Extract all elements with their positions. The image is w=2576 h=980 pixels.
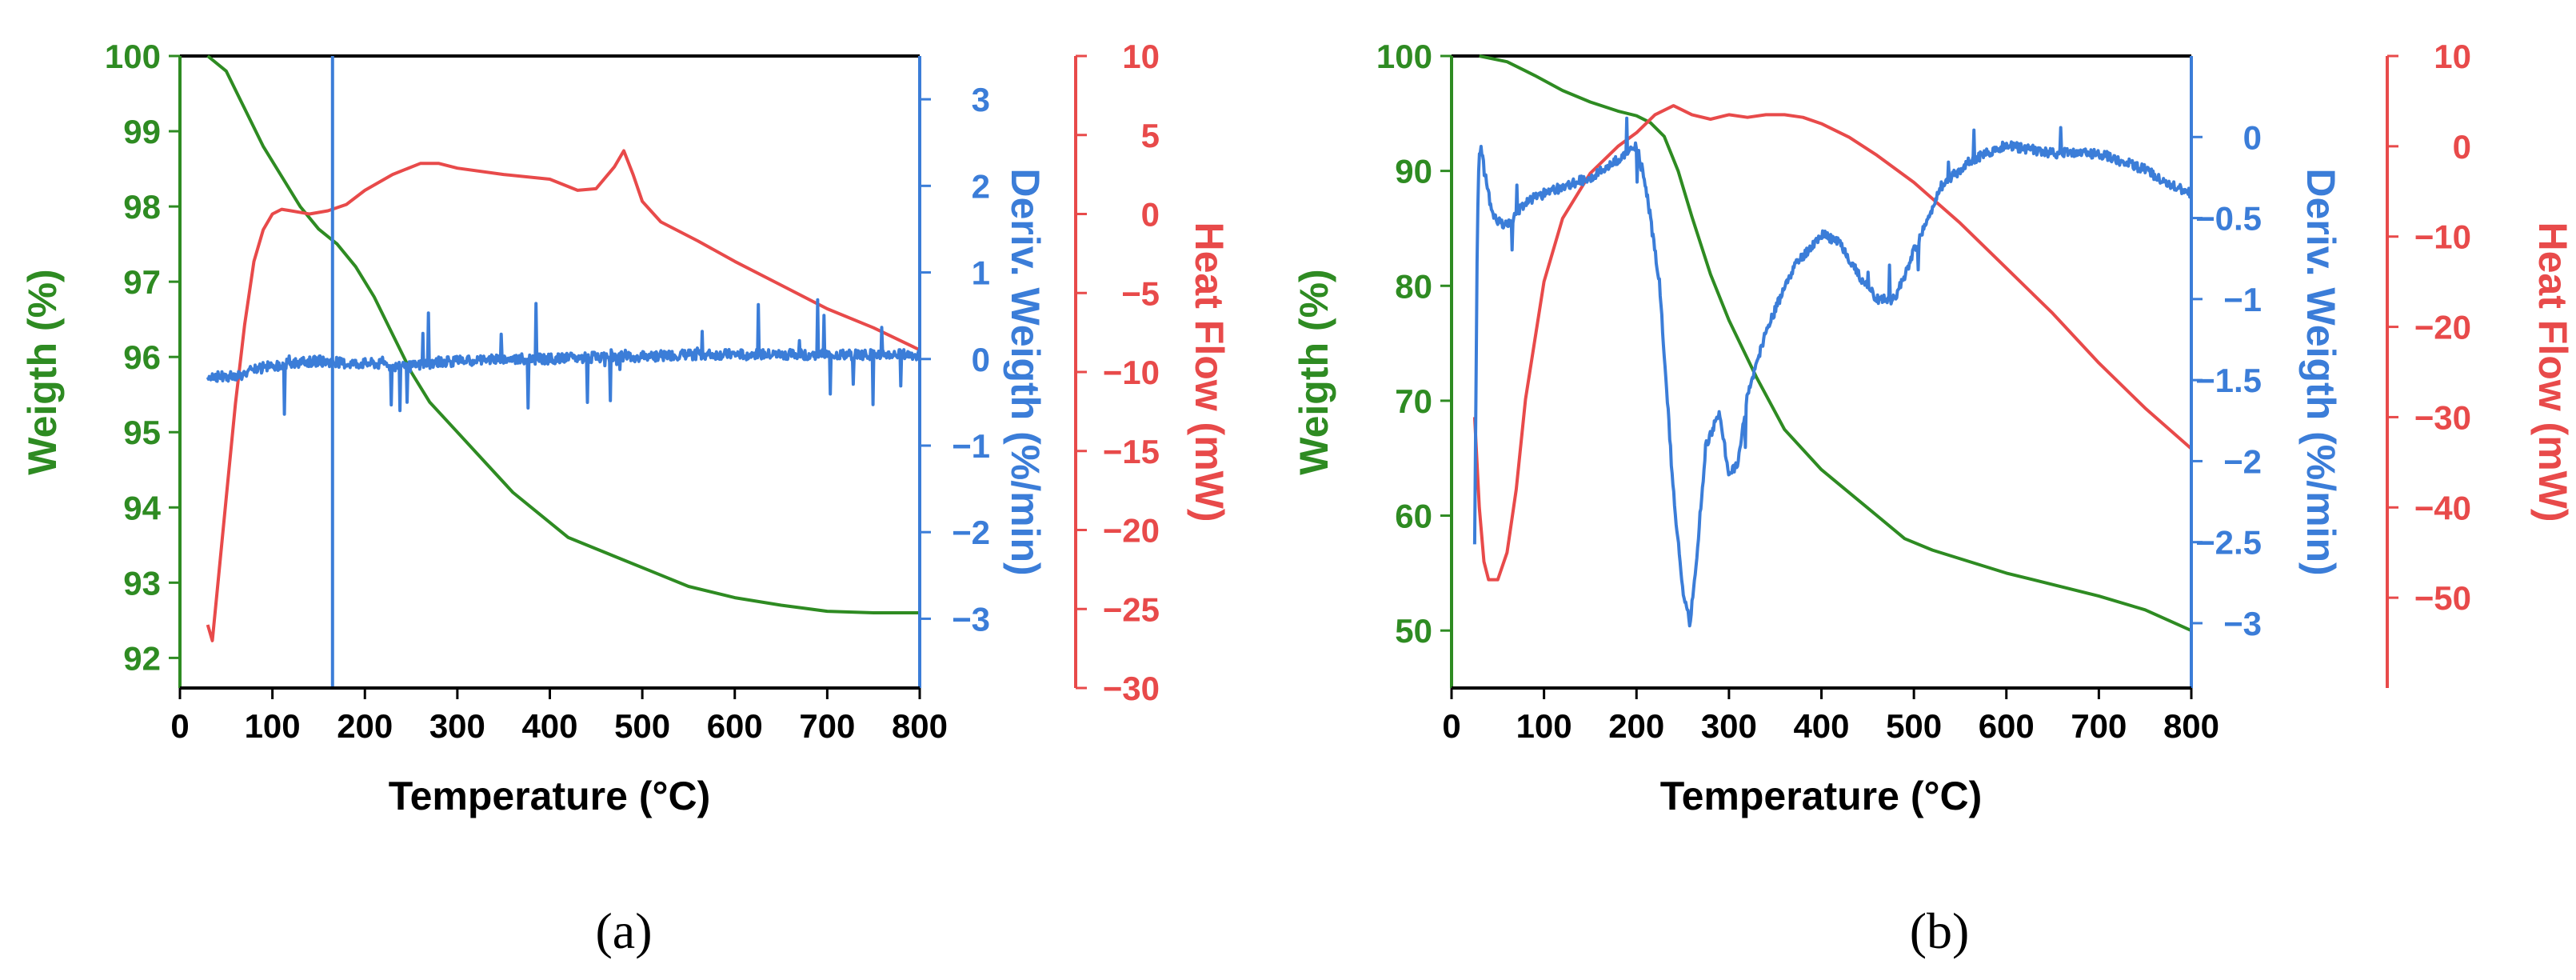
panel-a-heat-tick-label: 0 xyxy=(1141,196,1160,234)
panel-a-heat-axis-title: Heat Flow (mW) xyxy=(1187,222,1232,522)
panel-b-deriv-tick-label: −2.5 xyxy=(2195,524,2262,562)
panel-b-x-tick-label: 200 xyxy=(1608,707,1664,745)
panel-b-weight-tick-label: 70 xyxy=(1395,382,1432,420)
panel-b-chart: 0 100 200 300 400 500 600 700 8005060708090100−3… xyxy=(1292,38,2575,959)
panel-a-deriv-tick-label: −1 xyxy=(952,427,990,465)
panel-a-weight-tick-label: 100 xyxy=(105,38,161,75)
panel-a-chart: 0 100 200 300 400 500 600 700 800929394959697989… xyxy=(20,38,1232,959)
panel-b-x-tick-label: 400 xyxy=(1793,707,1849,745)
panel-a-x-tick-label: 400 xyxy=(521,707,577,745)
panel-b-heat-tick-label: −50 xyxy=(2414,579,2471,617)
panel-a-deriv-tick-label: 3 xyxy=(972,81,990,118)
panel-a-weight-tick-label: 95 xyxy=(123,414,161,451)
panel-b-x-tick-label: 500 xyxy=(1886,707,1942,745)
panel-b-deriv-tick-label: 0 xyxy=(2243,118,2262,156)
panel-a-weight-tick-label: 97 xyxy=(123,263,161,301)
panel-b-deriv-series-line xyxy=(1472,116,2193,628)
panel-b-deriv-tick-label: −1 xyxy=(2223,281,2262,318)
panel-b-x-tick-label: 0 xyxy=(1442,707,1460,745)
panel-b-weight-series-line xyxy=(1479,54,2192,633)
panel-a-deriv-tick-label: 0 xyxy=(972,341,990,378)
panel-b-deriv-tick-label: −0.5 xyxy=(2195,200,2262,238)
panel-a-weight-tick-label: 93 xyxy=(123,564,161,602)
panel-b-x-tick-label: 800 xyxy=(2163,707,2219,745)
panel-b-weight-tick-label: 100 xyxy=(1376,38,1432,75)
panel-a-x-tick-label: 0 xyxy=(170,707,189,745)
panel-a-deriv-tick-label: 2 xyxy=(972,167,990,205)
panel-b-caption: (b) xyxy=(1910,902,1970,959)
panel-a-heat-tick-label: 10 xyxy=(1122,38,1160,75)
panel-b-heat-tick-label: −10 xyxy=(2414,218,2471,256)
panel-a-deriv-axis-title: Deriv. Weigth (%/min) xyxy=(1003,168,1048,575)
panel-a-weight-tick-label: 96 xyxy=(123,338,161,376)
panel-a-caption: (a) xyxy=(595,902,652,959)
panel-b-deriv-tick-label: −1.5 xyxy=(2195,362,2262,399)
panel-a-x-tick-label: 600 xyxy=(707,707,763,745)
panel-a-heat-tick-label: −10 xyxy=(1103,354,1160,391)
panel-a-deriv-tick-label: −2 xyxy=(952,514,990,551)
panel-b-heat-tick-label: −30 xyxy=(2414,398,2471,436)
panel-b-x-tick-label: 300 xyxy=(1701,707,1757,745)
panel-b-heat-series-line xyxy=(1472,104,2193,582)
panel-b-weight-tick-label: 90 xyxy=(1395,153,1432,190)
panel-b-x-tick-label: 100 xyxy=(1516,707,1572,745)
panel-a-weight-tick-label: 92 xyxy=(123,639,161,677)
panel-a-heat-series-line xyxy=(206,149,921,642)
panel-b-x-tick-label: 700 xyxy=(2071,707,2127,745)
panel-b-weight-tick-label: 50 xyxy=(1395,612,1432,650)
panel-b-weight-tick-label: 80 xyxy=(1395,267,1432,305)
panel-a-heat-tick-label: 5 xyxy=(1141,117,1160,154)
panel-b-deriv-tick-label: −2 xyxy=(2223,442,2262,480)
panel-a-weight-axis-title: Weigth (%) xyxy=(20,269,65,474)
panel-a-x-tick-label: 800 xyxy=(892,707,948,745)
panel-b-weight-axis-title: Weigth (%) xyxy=(1292,269,1336,474)
panel-a-x-tick-label: 500 xyxy=(614,707,670,745)
panel-a-x-axis-title: Temperature (°C) xyxy=(389,774,710,818)
panel-b-deriv-tick-label: −3 xyxy=(2223,605,2262,642)
panel-a-weight-tick-label: 98 xyxy=(123,188,161,226)
panel-b-weight-tick-label: 60 xyxy=(1395,498,1432,535)
panel-a-heat-tick-label: −20 xyxy=(1103,512,1160,550)
panel-b-x-axis-title: Temperature (°C) xyxy=(1660,774,1982,818)
panel-a-heat-tick-label: −5 xyxy=(1121,274,1160,312)
panel-b-heat-tick-label: 10 xyxy=(2434,38,2471,75)
panel-a-x-tick-label: 300 xyxy=(429,707,485,745)
panel-a-x-tick-label: 100 xyxy=(245,707,301,745)
panel-a-x-tick-label: 700 xyxy=(799,707,855,745)
panel-a-weight-tick-label: 94 xyxy=(123,489,161,526)
panel-a-heat-tick-label: −25 xyxy=(1103,590,1160,628)
panel-a-heat-tick-label: −15 xyxy=(1103,433,1160,470)
panel-a-deriv-tick-label: 1 xyxy=(972,254,990,292)
panel-b-heat-tick-label: 0 xyxy=(2453,128,2471,166)
panel-a-heat-tick-label: −30 xyxy=(1103,670,1160,707)
panel-b-heat-tick-label: −40 xyxy=(2414,489,2471,526)
panel-a-deriv-tick-label: −3 xyxy=(952,600,990,638)
panel-b-heat-tick-label: −20 xyxy=(2414,309,2471,346)
panel-a-x-tick-label: 200 xyxy=(337,707,393,745)
panel-a-deriv-series-line xyxy=(206,298,921,416)
panel-a-weight-tick-label: 99 xyxy=(123,113,161,150)
panel-a-weight-series-line xyxy=(206,54,920,614)
panel-b-x-tick-label: 600 xyxy=(1979,707,2035,745)
panel-b-heat-axis-title: Heat Flow (mW) xyxy=(2530,222,2575,522)
panel-b-deriv-axis-title: Deriv. Weigth (%/min) xyxy=(2298,168,2343,575)
